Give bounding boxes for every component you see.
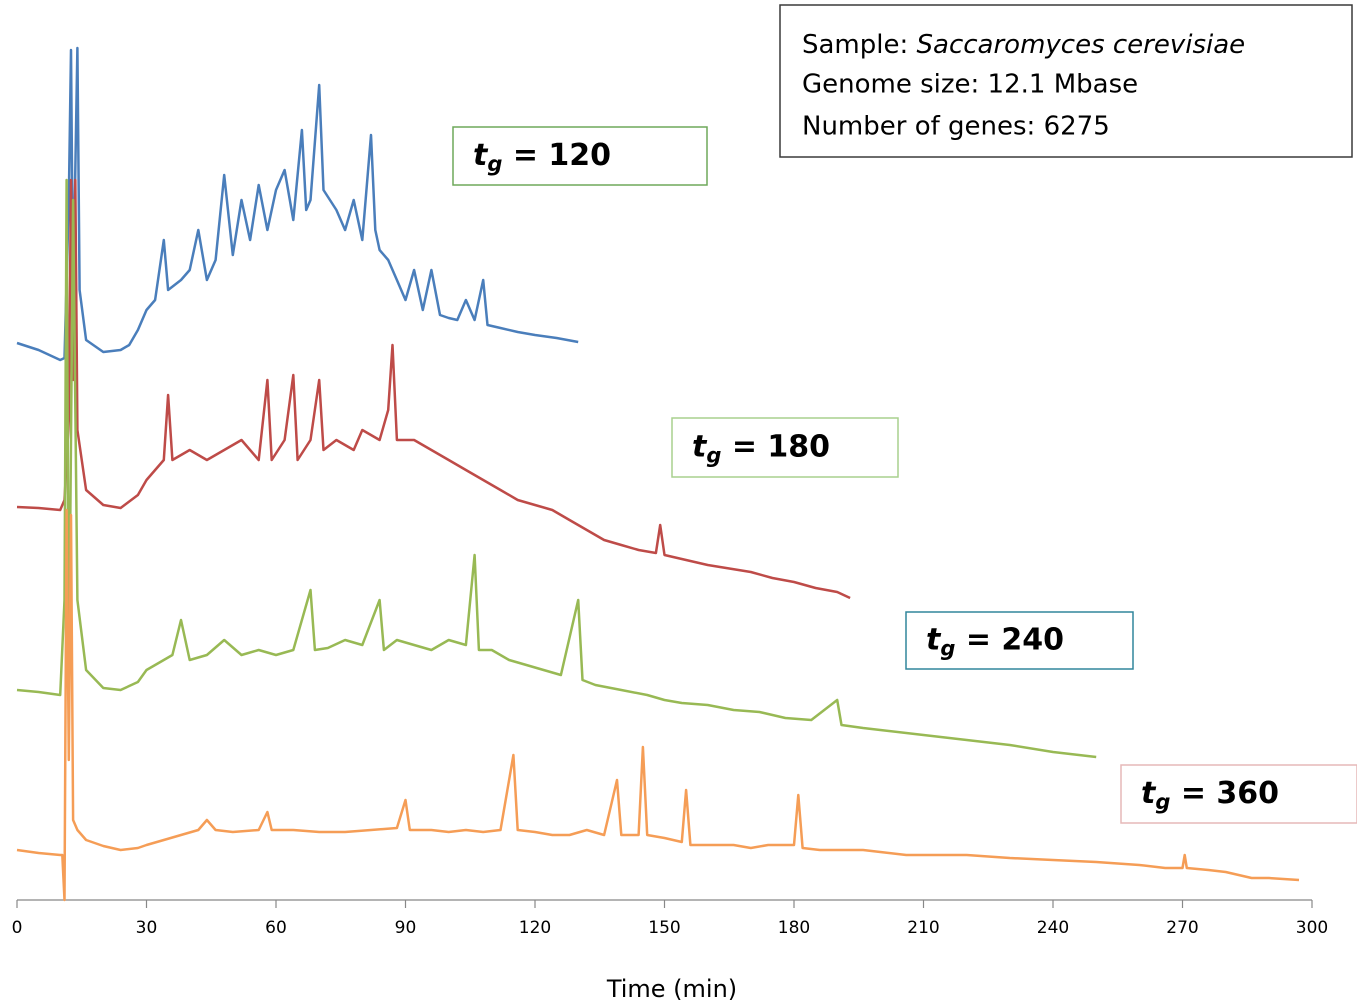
trace-line [16, 178, 851, 600]
x-tick-label: 60 [265, 918, 287, 938]
annotation-box [779, 4, 1353, 158]
series-label-part: t [1141, 776, 1157, 811]
x-tick-label: 30 [136, 918, 158, 938]
series-label-part: t [692, 429, 708, 464]
series-label: tg = 240 [926, 622, 1064, 661]
series-label-box [905, 611, 1134, 670]
annotation-line: Number of genes: 6275 [802, 112, 1110, 142]
series-label-part: = 180 [721, 429, 830, 464]
series-label-part: g [1155, 790, 1170, 814]
series-label-box [452, 126, 708, 186]
series-label: tg = 120 [473, 138, 611, 177]
x-tick-label: 0 [12, 918, 23, 938]
annotation-text: Saccaromyces cerevisiae [917, 30, 1246, 60]
series-label-part: g [940, 637, 955, 661]
series-label: tg = 360 [1141, 776, 1279, 815]
series-label-part: = 360 [1170, 776, 1279, 811]
x-axis-title: Time (min) [606, 975, 737, 1003]
x-tick-label: 240 [1037, 918, 1069, 938]
series-label-part: t [926, 622, 942, 657]
x-tick-label: 300 [1296, 918, 1328, 938]
series-label-box [1120, 764, 1357, 824]
annotation-line: Sample: Saccaromyces cerevisiae [802, 30, 1245, 60]
annotation-line: Genome size: 12.1 Mbase [802, 70, 1138, 100]
x-tick-label: 150 [648, 918, 680, 938]
x-tick-label: 270 [1166, 918, 1198, 938]
series-label-part: g [706, 444, 721, 468]
trace-line [16, 508, 1300, 902]
series-label-part: = 240 [955, 622, 1064, 657]
x-tick-label: 90 [395, 918, 417, 938]
x-tick-label: 120 [519, 918, 551, 938]
annotation-text: Sample: [802, 30, 917, 60]
series-label-part: g [487, 152, 502, 176]
series-label-part: t [473, 138, 489, 173]
series-label-box [671, 417, 899, 478]
trace-line [16, 178, 1097, 759]
trace-line [16, 46, 579, 362]
x-tick-label: 210 [907, 918, 939, 938]
series-label: tg = 180 [692, 429, 830, 468]
series-label-part: = 120 [502, 138, 611, 173]
x-tick-label: 180 [778, 918, 810, 938]
